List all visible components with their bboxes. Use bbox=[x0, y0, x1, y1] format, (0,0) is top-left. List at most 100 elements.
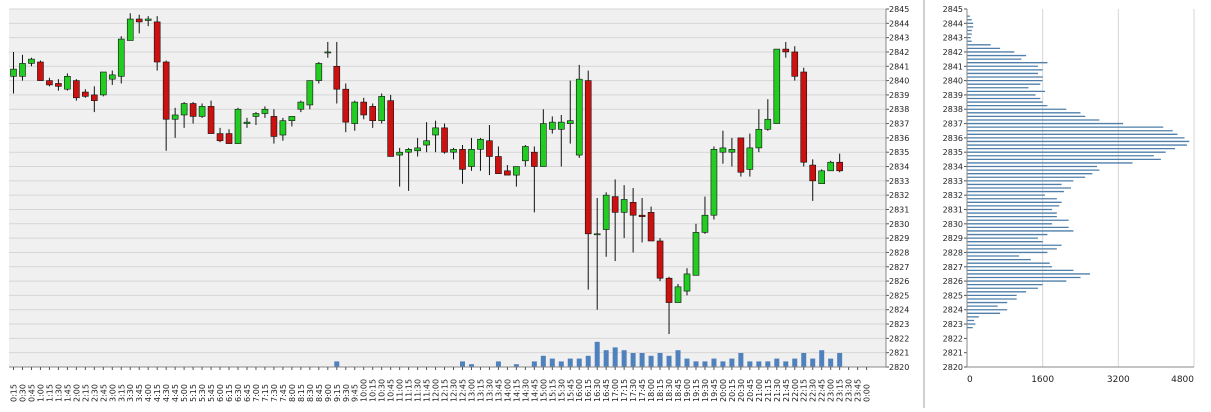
candle bbox=[37, 60, 44, 81]
profile-volume-axis: 0 1600 3200 4800 bbox=[967, 366, 1194, 385]
volume-bar bbox=[702, 361, 708, 367]
candle-body bbox=[459, 149, 466, 170]
candle bbox=[153, 16, 161, 71]
candle-body bbox=[108, 74, 116, 80]
candle-body bbox=[252, 113, 260, 117]
volume-bar bbox=[468, 364, 474, 367]
candle bbox=[180, 102, 188, 128]
candle bbox=[495, 146, 502, 174]
volume-bar bbox=[783, 361, 789, 367]
candle-body bbox=[333, 65, 341, 90]
x-tick-label: 12:00 bbox=[432, 379, 441, 402]
volume-bar bbox=[774, 358, 780, 367]
candle bbox=[638, 198, 646, 243]
candle bbox=[351, 100, 359, 131]
volume-bar bbox=[603, 350, 609, 367]
candle bbox=[396, 147, 403, 187]
candle bbox=[575, 64, 583, 158]
candle-body bbox=[216, 133, 224, 142]
price-axis: 2820 2821 2822 2823 2824 2825 2826 2827 2828 2829… bbox=[885, 5, 909, 372]
candle-body bbox=[405, 149, 412, 153]
candle-body bbox=[270, 116, 278, 137]
candle bbox=[773, 48, 781, 124]
candle bbox=[629, 188, 637, 253]
x-tick-label: 22:30 bbox=[809, 379, 818, 402]
x-tick-label: 8:45 bbox=[315, 384, 324, 402]
x-tick-label: 12:30 bbox=[450, 379, 459, 402]
x-tick-label: 21:45 bbox=[782, 379, 791, 402]
y-tick-label: 2836 bbox=[943, 134, 963, 143]
volume-bar bbox=[666, 355, 672, 367]
y-tick-label: 2834 bbox=[943, 163, 963, 172]
candle-body bbox=[800, 71, 808, 163]
candle-body bbox=[369, 106, 377, 121]
candle-body bbox=[674, 286, 682, 303]
candle-body bbox=[620, 199, 628, 213]
x-tick-label: 23:30 bbox=[845, 379, 854, 402]
volume-bars bbox=[334, 341, 843, 367]
x-tick-label: 3:45 bbox=[135, 384, 144, 402]
candle-body bbox=[387, 100, 394, 157]
candle-body bbox=[261, 108, 269, 114]
candle-body bbox=[324, 51, 332, 54]
candle bbox=[82, 89, 89, 98]
volume-bar bbox=[648, 355, 654, 367]
x-tick-label: 0:45 bbox=[27, 384, 36, 402]
candle-body bbox=[225, 133, 233, 144]
candle bbox=[755, 109, 763, 153]
y-tick-label: 2831 bbox=[943, 205, 963, 214]
candle-body bbox=[809, 164, 817, 182]
candle bbox=[378, 93, 385, 124]
candle bbox=[198, 103, 206, 118]
candlestick-series bbox=[10, 13, 843, 335]
candle-body bbox=[728, 149, 736, 153]
y-tick-label: 2842 bbox=[889, 48, 909, 57]
candle-body bbox=[37, 61, 44, 81]
x-tick-label: 2:00 bbox=[72, 384, 81, 402]
x-tick-label: 4800 bbox=[1171, 375, 1194, 385]
candle bbox=[369, 103, 377, 128]
volume-bar bbox=[639, 353, 645, 367]
x-tick-label: 13:15 bbox=[476, 379, 485, 402]
candle bbox=[423, 122, 430, 153]
candle-body bbox=[531, 151, 538, 167]
candle-body bbox=[19, 63, 26, 77]
volume-bar bbox=[747, 361, 753, 367]
candle-body bbox=[279, 120, 287, 136]
y-tick-label: 2843 bbox=[943, 34, 963, 43]
candle-body bbox=[611, 196, 619, 213]
candle-body bbox=[288, 116, 296, 121]
x-tick-label: 4:45 bbox=[171, 384, 180, 402]
candle-body bbox=[306, 80, 314, 106]
candle bbox=[674, 283, 682, 303]
y-tick-label: 2829 bbox=[943, 234, 963, 243]
x-tick-label: 18:45 bbox=[674, 379, 683, 402]
x-tick-label: 22:45 bbox=[818, 379, 827, 402]
volume-bar bbox=[810, 358, 816, 367]
volume-bar bbox=[720, 361, 726, 367]
candle bbox=[360, 97, 368, 120]
y-tick-label: 2839 bbox=[889, 91, 909, 100]
x-tick-label: 3:00 bbox=[108, 384, 117, 402]
candle-body bbox=[557, 121, 565, 130]
candle bbox=[55, 79, 62, 91]
y-tick-label: 2839 bbox=[943, 91, 963, 100]
x-tick-label: 5:15 bbox=[189, 384, 198, 402]
candle-body bbox=[351, 101, 359, 124]
candle-body bbox=[126, 18, 134, 41]
x-tick-label: 23:15 bbox=[836, 379, 845, 402]
candle bbox=[270, 109, 278, 144]
candle-body bbox=[180, 103, 188, 116]
candle bbox=[728, 137, 736, 167]
x-tick-label: 20:45 bbox=[746, 379, 755, 402]
x-tick-label: 2:15 bbox=[81, 384, 90, 402]
x-tick-label: 20:00 bbox=[719, 379, 728, 402]
candle-body bbox=[477, 139, 484, 150]
x-tick-label: 21:30 bbox=[773, 379, 782, 402]
x-tick-label: 6:45 bbox=[243, 384, 252, 402]
price-chart: 2820 2821 2822 2823 2824 2825 2826 2827 2828 2829… bbox=[9, 5, 909, 402]
x-tick-label: 3:30 bbox=[126, 384, 135, 402]
volume-bar bbox=[711, 358, 717, 367]
x-tick-label: 13:30 bbox=[485, 379, 494, 402]
